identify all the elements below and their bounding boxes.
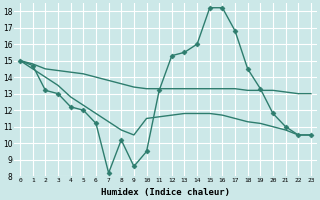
X-axis label: Humidex (Indice chaleur): Humidex (Indice chaleur): [101, 188, 230, 197]
